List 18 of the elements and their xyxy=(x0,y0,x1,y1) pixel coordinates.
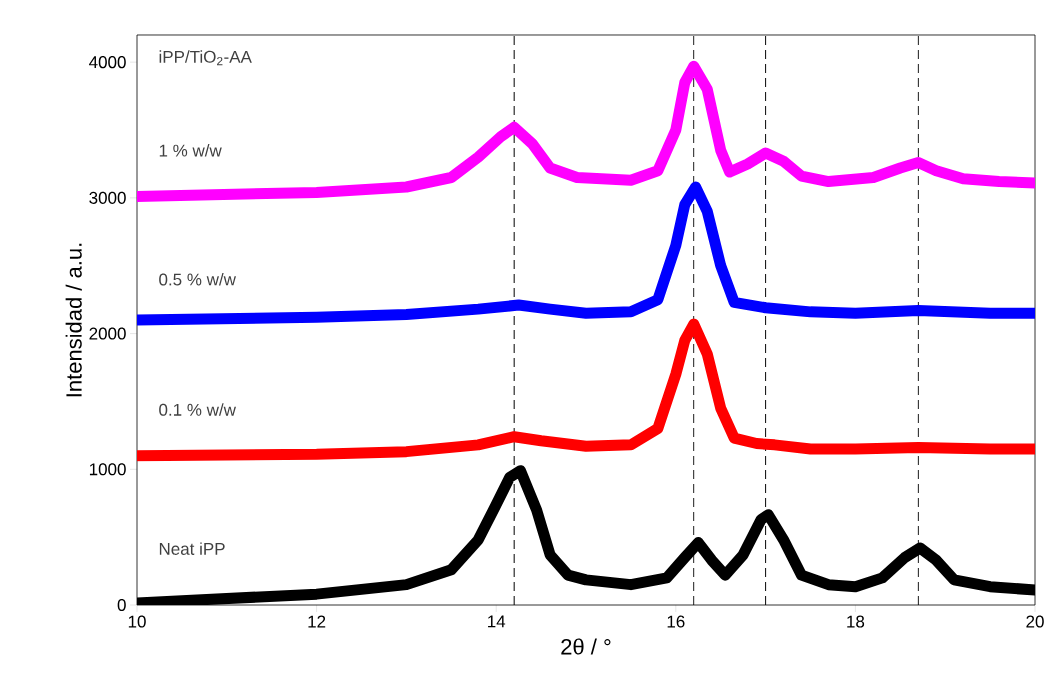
annotation: iPP/TiO$_{2}$-AA xyxy=(159,50,252,66)
x-tick-label: 16 xyxy=(667,615,685,628)
text: 1 % w/w xyxy=(159,144,222,157)
text: Neat iPP xyxy=(159,542,225,555)
text: 0.1 % w/w xyxy=(159,403,236,416)
x-axis-title: 2θ / ° xyxy=(561,638,611,655)
x-tick-label: 14 xyxy=(488,615,506,628)
x-tick-label: 20 xyxy=(1026,615,1044,628)
x-tick-label: 12 xyxy=(308,615,326,628)
y-tick-label: 2000 xyxy=(89,327,126,340)
y-tick-label: 1000 xyxy=(89,463,126,476)
y-tick-label: 0 xyxy=(117,598,126,612)
y-axis-title: Intensidad / a.u. xyxy=(65,243,82,397)
x-tick-label: 18 xyxy=(847,615,865,628)
x-tick-label: 10 xyxy=(128,615,146,628)
y-tick-label: 4000 xyxy=(89,56,126,69)
y-tick-label: 3000 xyxy=(89,191,126,204)
series-label: 0.5 % w/w xyxy=(159,273,236,286)
